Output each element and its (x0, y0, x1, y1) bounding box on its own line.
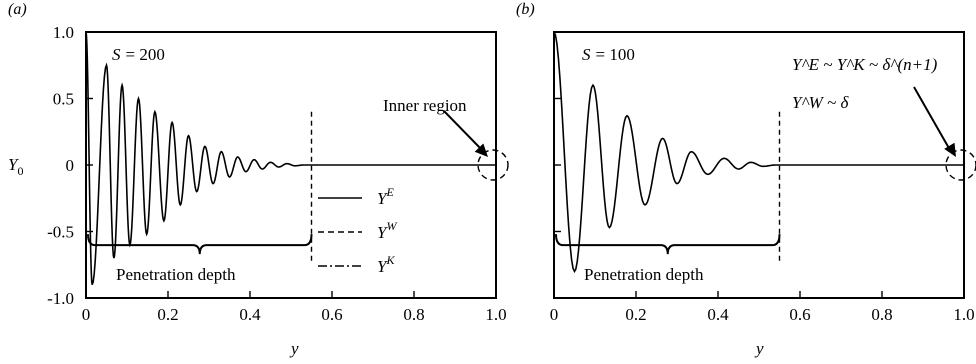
panel-b: (b) S = 100 0 0.2 0.4 0.6 0.8 1.0 y Penetratio… (516, 1, 976, 358)
panel-a-arrow-head (474, 143, 488, 157)
panel-a-y-axis-label: Y0 (8, 155, 23, 178)
x-tick-label: 1.0 (953, 305, 974, 324)
x-tick-label: 0.4 (707, 305, 729, 324)
panel-b-scaling-line-1: Y^E ~ Y^K ~ δ^(n+1) (792, 55, 938, 74)
panel-b-ticks (553, 31, 965, 299)
panel-a-x-tick-labels: 0 0.2 0.4 0.6 0.8 1.0 (82, 305, 507, 324)
panel-b-parameter: S = 100 (582, 45, 635, 64)
panel-b-penetration-brace (555, 234, 781, 255)
panel-a-y-tick-labels: 1.0 0.5 0 -0.5 -1.0 (47, 23, 74, 308)
panel-b-inner-region-arrow (913, 86, 951, 151)
y-tick-label: 1.0 (53, 23, 74, 42)
panel-b-x-tick-labels: 0 0.2 0.4 0.6 0.8 1.0 (550, 305, 975, 324)
x-tick-label: 0.4 (239, 305, 261, 324)
panel-a-x-axis-label: y (289, 339, 299, 358)
panel-a-penetration-brace (87, 234, 313, 255)
panel-a-inner-region-label: Inner region (383, 96, 467, 115)
panel-a-series-ye (85, 31, 496, 285)
x-tick-label: 0.2 (157, 305, 178, 324)
x-tick-label: 0.2 (625, 305, 646, 324)
x-tick-label: 0 (82, 305, 91, 324)
y-tick-label: -0.5 (47, 223, 74, 242)
panel-a: (a) S = 200 1.0 0.5 0 -0.5 -1.0 0 0.2 0.4 0.6 0.8… (8, 1, 509, 358)
panel-a-label: (a) (8, 1, 27, 18)
panel-a-penetration-label: Penetration depth (116, 265, 236, 284)
x-tick-label: 0.6 (789, 305, 810, 324)
legend-label-ye: YE (377, 185, 394, 208)
y-tick-label: 0.5 (53, 90, 74, 109)
panel-a-legend: YE YW YK (318, 185, 397, 276)
x-tick-label: 0.6 (321, 305, 342, 324)
y-tick-label: 0 (66, 156, 75, 175)
panel-b-arrow-head (944, 142, 956, 157)
x-tick-label: 0.8 (871, 305, 892, 324)
panel-a-inner-region-arrow (443, 110, 483, 151)
x-tick-label: 0 (550, 305, 559, 324)
x-tick-label: 1.0 (485, 305, 506, 324)
panel-a-inner-region-marker (477, 149, 509, 181)
panel-b-inner-region-marker (945, 149, 976, 181)
panel-b-x-axis-label: y (754, 339, 764, 358)
legend-label-yk: YK (377, 253, 395, 276)
panel-b-penetration-label: Penetration depth (584, 265, 704, 284)
panel-a-parameter: S = 200 (112, 45, 165, 64)
panel-b-label: (b) (516, 1, 535, 18)
legend-label-yw: YW (377, 219, 397, 242)
y-tick-label: -1.0 (47, 289, 74, 308)
panel-b-scaling-line-2: Y^W ~ δ (792, 93, 849, 112)
x-tick-label: 0.8 (403, 305, 424, 324)
panel-b-series-ye (553, 31, 964, 274)
